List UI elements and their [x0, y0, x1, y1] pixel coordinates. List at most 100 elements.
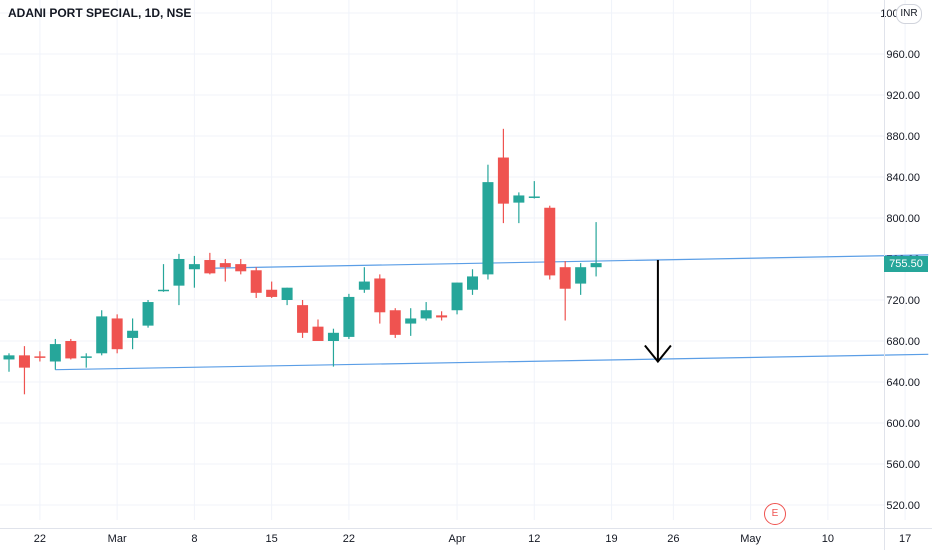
candle	[482, 164, 494, 280]
candle-body	[528, 196, 540, 198]
candle	[49, 338, 61, 370]
candle-body	[590, 263, 602, 268]
candle	[467, 269, 478, 295]
y-tick-label: 800.00	[886, 213, 920, 225]
trendline-layer	[55, 254, 929, 371]
candle	[590, 222, 602, 277]
candle-body	[389, 310, 401, 335]
candle-body	[3, 355, 15, 360]
candle-body	[467, 276, 478, 290]
candle-body	[312, 326, 324, 341]
candle	[188, 255, 200, 288]
candle	[235, 259, 247, 275]
y-tick-label: 560.00	[886, 459, 920, 471]
candle	[96, 310, 108, 356]
candle-body	[297, 305, 309, 333]
candle	[436, 311, 448, 321]
candle-layer	[3, 128, 602, 395]
candle	[219, 259, 231, 282]
candle-body	[80, 356, 92, 358]
y-tick-label: 720.00	[886, 295, 920, 307]
candle-body	[219, 263, 231, 268]
candle	[158, 264, 169, 292]
candle-body	[18, 355, 30, 368]
x-tick-label: 15	[266, 533, 278, 545]
x-tick-label: 8	[191, 533, 197, 545]
x-tick-label: 10	[822, 533, 834, 545]
arrow-layer	[644, 260, 672, 364]
x-tick-label: Apr	[448, 533, 465, 545]
candle-body	[142, 302, 154, 326]
candle-body	[575, 267, 587, 284]
x-tick-label: Mar	[108, 533, 127, 545]
candle	[18, 346, 30, 395]
candle	[297, 300, 309, 338]
y-tick-label: 880.00	[886, 131, 920, 143]
candle-body	[374, 278, 386, 313]
x-tick-label: 22	[34, 533, 46, 545]
candle	[544, 205, 556, 280]
candle-body	[96, 316, 108, 354]
candle-body	[158, 289, 169, 292]
trendline	[209, 254, 929, 269]
candle-body	[497, 157, 509, 204]
candle	[575, 263, 587, 295]
candle	[173, 253, 185, 306]
candle-body	[343, 296, 355, 337]
candle-body	[281, 287, 293, 300]
candle-body	[250, 270, 262, 293]
candle	[389, 308, 401, 338]
y-tick-label: 920.00	[886, 90, 920, 102]
candle-body	[204, 260, 216, 274]
candle	[327, 328, 339, 367]
candle	[528, 181, 540, 199]
trendline	[55, 353, 929, 371]
candle-body	[482, 182, 494, 275]
x-tick-label: 26	[667, 533, 679, 545]
candle	[34, 351, 46, 362]
x-tick-label: 12	[528, 533, 540, 545]
candle-body	[34, 356, 46, 358]
candle	[111, 314, 123, 354]
x-tick-label: 19	[605, 533, 617, 545]
y-tick-label: 520.00	[886, 500, 920, 512]
y-tick-label: 640.00	[886, 377, 920, 389]
y-tick-label: 600.00	[886, 418, 920, 430]
candle	[405, 308, 417, 336]
candle	[420, 302, 432, 321]
x-tick-label: 17	[899, 533, 911, 545]
candle-body	[405, 318, 417, 324]
y-tick-label: 680.00	[886, 336, 920, 348]
candle	[374, 274, 386, 324]
candle-body	[358, 281, 370, 290]
last-price-badge: 755.50	[884, 256, 928, 272]
candle	[204, 252, 216, 275]
candle	[343, 293, 355, 339]
candle-body	[111, 318, 123, 350]
candle-body	[559, 267, 571, 289]
candle-body	[188, 264, 200, 270]
x-tick-label: May	[740, 533, 761, 545]
candle	[266, 281, 278, 298]
candle-body	[544, 207, 556, 276]
candle	[65, 338, 77, 360]
earnings-event-marker[interactable]: E	[764, 503, 786, 525]
candle-body	[451, 282, 463, 311]
candle	[559, 261, 571, 321]
candle	[513, 192, 525, 224]
candle-body	[173, 259, 185, 286]
candle-body	[436, 315, 448, 318]
candle-body	[127, 330, 139, 338]
candle-body	[235, 264, 247, 272]
x-tick-label: 22	[343, 533, 355, 545]
currency-badge[interactable]: INR	[896, 4, 922, 24]
y-tick-label: 840.00	[886, 172, 920, 184]
candle-body	[327, 332, 339, 341]
chart-title: ADANI PORT SPECIAL, 1D, NSE	[8, 6, 192, 20]
y-tick-label: 960.00	[886, 49, 920, 61]
candle-body	[49, 344, 61, 362]
candle	[281, 287, 293, 306]
candle	[497, 128, 509, 224]
